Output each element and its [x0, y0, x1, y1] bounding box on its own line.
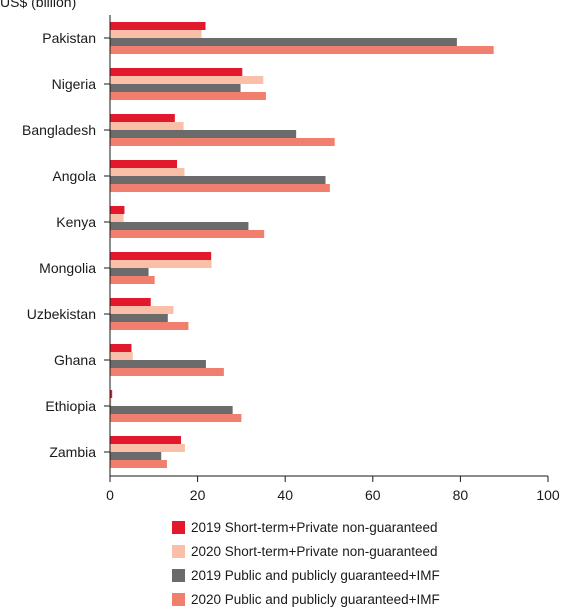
legend-swatch	[172, 592, 185, 606]
bar	[110, 22, 206, 30]
category-label: Nigeria	[52, 76, 97, 92]
bar	[110, 360, 206, 368]
bar	[110, 268, 149, 276]
category-label: Kenya	[56, 214, 96, 230]
bar	[110, 414, 242, 422]
legend-label: 2020 Public and publicly guaranteed+IMF	[191, 591, 440, 607]
chart-legend: 2019 Short-term+Private non-guaranteed 20…	[172, 515, 440, 611]
bar	[110, 160, 178, 168]
bar	[110, 38, 457, 46]
bar	[110, 176, 326, 184]
legend-item: 2020 Public and publicly guaranteed+IMF	[172, 587, 440, 611]
bar	[110, 260, 212, 268]
bar	[110, 276, 155, 284]
legend-swatch	[172, 520, 185, 534]
bar	[110, 114, 175, 122]
bar	[110, 252, 212, 260]
bar	[110, 460, 167, 468]
category-label: Mongolia	[39, 260, 96, 276]
bar-chart: Pakistan Nigeria Bangladesh Angola Kenya Mong…	[22, 15, 560, 503]
legend-item: 2020 Short-term+Private non-guaranteed	[172, 539, 440, 563]
bar	[110, 122, 184, 130]
category-label: Angola	[52, 168, 96, 184]
bar	[110, 76, 264, 84]
bar	[110, 214, 124, 222]
legend-item: 2019 Short-term+Private non-guaranteed	[172, 515, 440, 539]
bar	[110, 390, 113, 398]
bar	[110, 406, 233, 414]
bar	[110, 398, 112, 406]
bar	[110, 452, 162, 460]
bar	[110, 322, 189, 330]
bar	[110, 230, 265, 238]
bar	[110, 46, 494, 54]
bar	[110, 444, 185, 452]
legend-label: 2020 Short-term+Private non-guaranteed	[191, 543, 438, 559]
x-tick-label: 0	[106, 487, 114, 503]
bar	[110, 84, 241, 92]
legend-swatch	[172, 568, 185, 582]
bar	[110, 206, 125, 214]
category-label: Pakistan	[42, 30, 96, 46]
bar	[110, 222, 249, 230]
x-tick-label: 20	[190, 487, 206, 503]
x-tick-label: 60	[365, 487, 381, 503]
chart-top-label: US$ (billion)	[0, 0, 77, 10]
bar	[110, 92, 266, 100]
bar	[110, 314, 168, 322]
bar	[110, 30, 202, 38]
bar	[110, 298, 151, 306]
category-label: Ghana	[54, 352, 96, 368]
legend-label: 2019 Public and publicly guaranteed+IMF	[191, 567, 440, 583]
bar	[110, 138, 335, 146]
bar	[110, 68, 243, 76]
legend-swatch	[172, 544, 185, 558]
category-label: Ethiopia	[45, 398, 96, 414]
bar	[110, 130, 297, 138]
x-tick-label: 40	[277, 487, 293, 503]
bar	[110, 306, 174, 314]
category-label: Bangladesh	[22, 122, 96, 138]
bar	[110, 352, 133, 360]
bar	[110, 344, 132, 352]
x-tick-label: 100	[536, 487, 560, 503]
bar	[110, 368, 224, 376]
x-tick-label: 80	[453, 487, 469, 503]
legend-label: 2019 Short-term+Private non-guaranteed	[191, 519, 438, 535]
category-label: Zambia	[49, 444, 96, 460]
bar	[110, 184, 330, 192]
bar	[110, 436, 181, 444]
category-label: Uzbekistan	[27, 306, 96, 322]
bar	[110, 168, 185, 176]
legend-item: 2019 Public and publicly guaranteed+IMF	[172, 563, 440, 587]
